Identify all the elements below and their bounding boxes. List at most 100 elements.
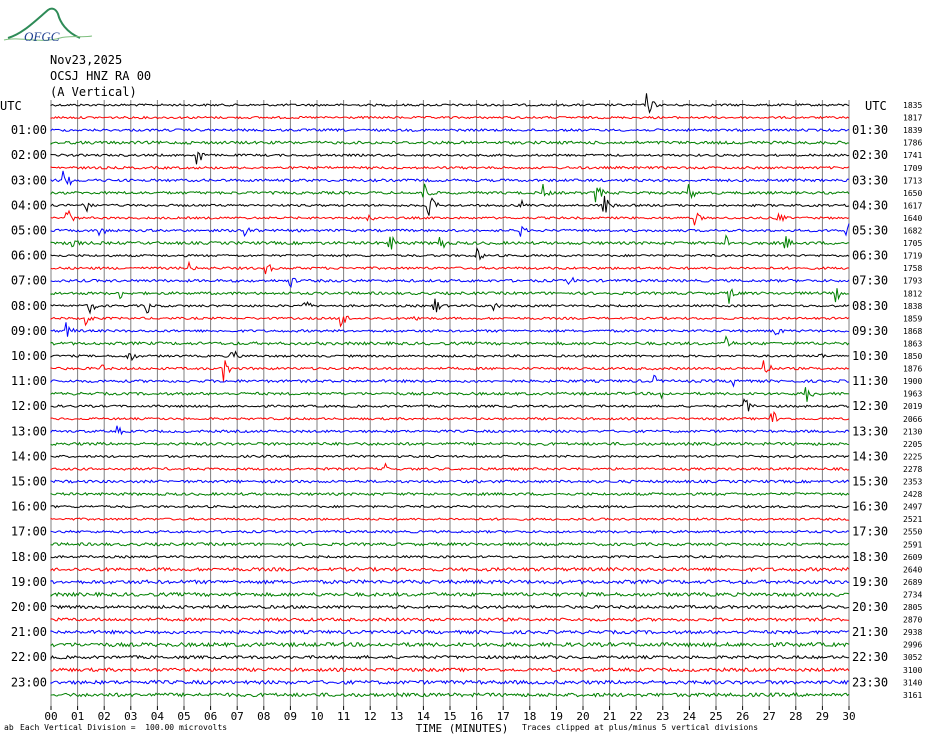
- rms-value: 1835: [903, 101, 922, 110]
- rms-value: 2689: [903, 578, 922, 587]
- x-tick-label: 15: [443, 710, 456, 723]
- hour-label-left: 18:00: [11, 550, 47, 564]
- x-tick-label: 16: [470, 710, 483, 723]
- rms-value: 1793: [903, 277, 922, 286]
- hour-label-left: 12:00: [11, 399, 47, 413]
- x-tick-label: 29: [816, 710, 829, 723]
- hour-label-right: 18:30: [852, 550, 888, 564]
- rms-value: 2609: [903, 553, 922, 562]
- rms-value: 1719: [903, 252, 922, 261]
- x-tick-label: 08: [257, 710, 270, 723]
- x-tick-label: 02: [98, 710, 111, 723]
- rms-value: 1963: [903, 390, 922, 399]
- seismic-trace: [50, 298, 850, 315]
- hour-label-right: 20:30: [852, 600, 888, 614]
- seismic-trace: [50, 479, 850, 484]
- hour-label-left: 05:00: [11, 224, 47, 238]
- hour-label-left: 13:00: [11, 424, 47, 438]
- hour-label-right: 08:30: [852, 299, 888, 313]
- seismic-trace: [50, 398, 850, 412]
- seismic-trace: [50, 617, 849, 622]
- x-tick-label: 20: [576, 710, 589, 723]
- seismic-trace: [50, 554, 850, 559]
- x-tick-label: 23: [656, 710, 669, 723]
- seismic-trace: [50, 629, 850, 635]
- seismic-trace: [50, 529, 850, 534]
- hour-label-left: 17:00: [11, 525, 47, 539]
- hour-label-left: 10:00: [11, 349, 47, 363]
- rms-value: 2550: [903, 528, 922, 537]
- seismic-trace: [50, 315, 850, 328]
- seismic-trace: [50, 335, 850, 347]
- rms-value: 1868: [903, 327, 922, 336]
- ofgc-logo: OFGC: [3, 7, 93, 44]
- x-tick-label: 11: [337, 710, 350, 723]
- x-tick-label: 24: [683, 710, 697, 723]
- seismic-trace: [50, 425, 850, 436]
- rms-value: 1709: [903, 164, 922, 173]
- rms-value: 2278: [903, 465, 922, 474]
- rms-value: 3161: [903, 691, 922, 700]
- seismic-trace: [50, 195, 850, 216]
- rms-value: 1859: [903, 314, 922, 323]
- hour-label-right: 19:30: [852, 575, 888, 589]
- rms-value: 1850: [903, 352, 922, 361]
- rms-value: 1705: [903, 239, 922, 248]
- x-tick-label: 00: [44, 710, 57, 723]
- utc-right-label: UTC: [865, 99, 887, 113]
- hour-label-left: 09:00: [11, 324, 47, 338]
- rms-value: 2066: [903, 415, 922, 424]
- seismic-trace: [50, 604, 850, 610]
- hour-label-right: 13:30: [852, 424, 888, 438]
- x-tick-label: 07: [231, 710, 244, 723]
- rms-value: 2353: [903, 478, 922, 487]
- rms-value: 2205: [903, 440, 922, 449]
- rms-value: 1863: [903, 339, 922, 348]
- hour-label-right: 15:30: [852, 475, 888, 489]
- seismic-trace: [50, 591, 850, 598]
- rms-value: 3100: [903, 666, 922, 675]
- x-tick-label: 04: [151, 710, 165, 723]
- x-tick-label: 09: [284, 710, 297, 723]
- seismic-trace: [50, 350, 850, 362]
- seismic-trace: [50, 541, 850, 547]
- hour-label-left: 01:00: [11, 123, 47, 137]
- seismic-trace: [50, 115, 850, 120]
- x-tick-label: 06: [204, 710, 217, 723]
- x-tick-label: 21: [603, 710, 616, 723]
- hour-label-right: 23:30: [852, 675, 888, 689]
- x-tick-label: 22: [630, 710, 643, 723]
- seismic-trace: [50, 679, 850, 686]
- seismic-trace: [50, 234, 850, 250]
- seismic-trace: [50, 183, 850, 203]
- rms-value: 2521: [903, 515, 922, 524]
- rms-value: 3052: [903, 653, 922, 662]
- x-tick-label: 14: [417, 710, 431, 723]
- seismic-trace: [50, 641, 850, 648]
- rms-value: 2734: [903, 590, 922, 599]
- seismic-trace: [50, 441, 850, 447]
- seismic-trace: [50, 374, 850, 388]
- hour-label-right: 05:30: [852, 224, 888, 238]
- hour-label-right: 03:30: [852, 173, 888, 187]
- rms-value: 2870: [903, 616, 922, 625]
- seismic-trace: [50, 566, 850, 573]
- hour-label-right: 09:30: [852, 324, 888, 338]
- x-tick-label: 18: [523, 710, 536, 723]
- x-tick-label: 25: [709, 710, 722, 723]
- hour-label-right: 04:30: [852, 198, 888, 212]
- hour-label-right: 02:30: [852, 148, 888, 162]
- utc-left-label: UTC: [0, 99, 22, 113]
- rms-value: 1786: [903, 139, 922, 148]
- x-axis-label: TIME (MINUTES): [416, 722, 509, 735]
- hour-label-right: 01:30: [852, 123, 888, 137]
- hour-label-right: 14:30: [852, 449, 888, 463]
- seismic-trace: [50, 360, 850, 382]
- rms-value: 2591: [903, 540, 922, 549]
- hour-label-left: 04:00: [11, 198, 47, 212]
- x-tick-label: 12: [364, 710, 377, 723]
- seismic-trace: [50, 288, 850, 304]
- hour-label-right: 21:30: [852, 625, 888, 639]
- hour-label-right: 16:30: [852, 500, 888, 514]
